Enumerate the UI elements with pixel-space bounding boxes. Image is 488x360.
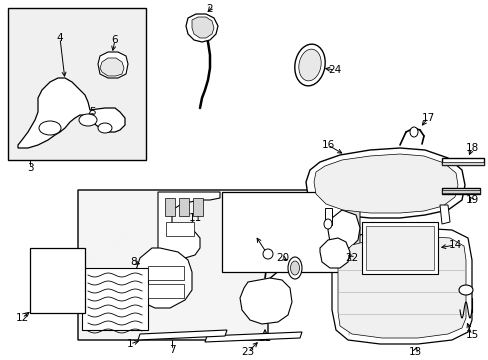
Text: 13: 13: [407, 347, 421, 357]
Text: 21: 21: [258, 333, 271, 343]
Bar: [148, 284, 183, 298]
Polygon shape: [319, 238, 349, 268]
Ellipse shape: [290, 261, 299, 275]
Bar: [148, 266, 183, 280]
Text: 3: 3: [27, 163, 33, 173]
Polygon shape: [337, 236, 465, 338]
Polygon shape: [341, 192, 359, 272]
Polygon shape: [240, 278, 291, 324]
Text: 22: 22: [345, 253, 358, 263]
Polygon shape: [138, 330, 226, 340]
Text: 5: 5: [88, 107, 95, 117]
Ellipse shape: [458, 285, 472, 295]
Ellipse shape: [98, 123, 112, 133]
Polygon shape: [136, 248, 192, 308]
Polygon shape: [18, 78, 125, 148]
Text: 2: 2: [206, 4, 213, 14]
Text: 18: 18: [465, 143, 478, 153]
Bar: [361, 222, 437, 274]
Ellipse shape: [79, 114, 97, 126]
Ellipse shape: [287, 257, 302, 279]
Polygon shape: [331, 228, 471, 344]
Text: 23: 23: [241, 347, 254, 357]
Bar: [365, 226, 433, 270]
Polygon shape: [192, 17, 214, 38]
Bar: [193, 198, 203, 216]
Ellipse shape: [39, 121, 61, 135]
Text: 15: 15: [465, 330, 478, 340]
Text: 6: 6: [111, 35, 118, 45]
Text: 4: 4: [57, 33, 63, 43]
Text: 1: 1: [126, 339, 133, 349]
Polygon shape: [439, 205, 449, 224]
Text: 16: 16: [321, 140, 334, 150]
Text: 10: 10: [65, 293, 79, 303]
Bar: [441, 162, 483, 165]
Ellipse shape: [294, 44, 325, 86]
Polygon shape: [327, 210, 359, 248]
Polygon shape: [185, 14, 218, 42]
Polygon shape: [325, 208, 331, 225]
Ellipse shape: [324, 219, 331, 229]
Text: 11: 11: [188, 213, 201, 223]
Polygon shape: [204, 332, 302, 342]
Polygon shape: [158, 192, 220, 258]
Text: 24: 24: [328, 65, 341, 75]
Text: 12: 12: [15, 313, 29, 323]
Bar: [441, 188, 479, 194]
Bar: [441, 190, 479, 193]
Text: 20: 20: [276, 253, 289, 263]
Polygon shape: [78, 190, 349, 340]
Bar: [164, 198, 175, 216]
Text: 14: 14: [447, 240, 461, 250]
Polygon shape: [98, 52, 128, 78]
Bar: [30, 248, 85, 313]
Ellipse shape: [409, 127, 417, 137]
Bar: [222, 192, 341, 272]
Polygon shape: [82, 268, 148, 330]
Bar: [441, 158, 483, 165]
Ellipse shape: [298, 49, 321, 81]
Polygon shape: [100, 58, 124, 76]
Text: 19: 19: [465, 195, 478, 205]
Text: 8: 8: [130, 257, 137, 267]
Text: 9: 9: [264, 250, 271, 260]
Polygon shape: [305, 148, 464, 218]
Text: 7: 7: [168, 345, 175, 355]
Polygon shape: [313, 154, 457, 213]
Bar: [165, 222, 194, 236]
Ellipse shape: [263, 249, 272, 259]
Bar: [179, 198, 189, 216]
Bar: [8, 8, 146, 160]
Text: 17: 17: [421, 113, 434, 123]
